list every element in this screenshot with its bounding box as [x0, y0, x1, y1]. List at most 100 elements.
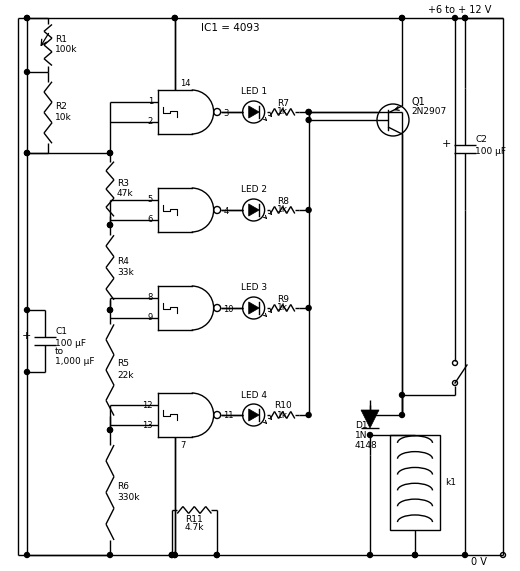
Text: 1: 1	[148, 98, 153, 107]
Circle shape	[462, 15, 467, 21]
Circle shape	[172, 553, 177, 557]
Text: LED 4: LED 4	[241, 391, 267, 400]
Text: 100 μF: 100 μF	[55, 339, 86, 348]
Text: 1k: 1k	[277, 206, 288, 215]
Circle shape	[24, 15, 30, 21]
Circle shape	[170, 553, 174, 557]
Circle shape	[108, 151, 112, 155]
Text: R11: R11	[186, 514, 203, 524]
Circle shape	[24, 151, 30, 155]
Circle shape	[24, 553, 30, 557]
Circle shape	[399, 392, 405, 397]
Polygon shape	[249, 302, 259, 314]
Text: R2: R2	[55, 102, 67, 111]
Text: R8: R8	[277, 196, 289, 206]
Text: LED 1: LED 1	[241, 87, 267, 96]
Text: R7: R7	[277, 99, 289, 107]
Circle shape	[108, 223, 112, 227]
Text: 4.7k: 4.7k	[185, 524, 204, 533]
Polygon shape	[249, 204, 259, 216]
Text: +: +	[22, 331, 31, 341]
Circle shape	[399, 412, 405, 417]
Circle shape	[399, 15, 405, 21]
Circle shape	[24, 308, 30, 312]
Circle shape	[368, 432, 372, 437]
Text: R3: R3	[117, 179, 129, 187]
Text: 1N: 1N	[355, 431, 368, 440]
Text: R5: R5	[117, 360, 129, 368]
Circle shape	[24, 151, 30, 155]
Circle shape	[108, 308, 112, 312]
Circle shape	[172, 553, 177, 557]
Circle shape	[108, 308, 112, 312]
Text: R6: R6	[117, 482, 129, 491]
Text: LED 2: LED 2	[241, 186, 267, 195]
Polygon shape	[361, 410, 379, 428]
Text: 47k: 47k	[117, 190, 134, 199]
Text: 1k: 1k	[277, 107, 288, 116]
Text: k1: k1	[445, 478, 456, 487]
Text: 9: 9	[148, 313, 153, 323]
Text: 3: 3	[223, 108, 228, 118]
Circle shape	[306, 412, 311, 417]
Circle shape	[108, 223, 112, 227]
Text: C2: C2	[475, 135, 487, 144]
Circle shape	[462, 553, 467, 557]
Text: 2: 2	[148, 118, 153, 127]
Text: 1k: 1k	[277, 304, 288, 312]
Circle shape	[306, 110, 311, 115]
Bar	[390, 435, 440, 530]
Text: R10: R10	[274, 401, 292, 411]
Text: R9: R9	[277, 295, 289, 304]
Text: 4148: 4148	[355, 440, 378, 449]
Circle shape	[412, 553, 418, 557]
Text: Q1: Q1	[411, 97, 425, 107]
Text: 2N2907: 2N2907	[411, 107, 446, 115]
Text: LED 3: LED 3	[241, 283, 267, 292]
Text: 11: 11	[223, 412, 233, 420]
Text: 100k: 100k	[55, 46, 77, 54]
Circle shape	[172, 15, 177, 21]
Text: 12: 12	[142, 400, 153, 409]
Circle shape	[24, 15, 30, 21]
Circle shape	[108, 151, 112, 155]
Text: +: +	[441, 139, 451, 149]
Circle shape	[368, 553, 372, 557]
Text: 4: 4	[223, 207, 228, 215]
Text: 33k: 33k	[117, 268, 134, 277]
Text: 5: 5	[148, 195, 153, 204]
Text: 1k: 1k	[277, 411, 288, 420]
Text: 6: 6	[148, 215, 153, 224]
Circle shape	[368, 412, 372, 417]
Text: 13: 13	[142, 420, 153, 429]
Text: R1: R1	[55, 34, 67, 43]
Circle shape	[108, 428, 112, 432]
Text: 330k: 330k	[117, 493, 139, 502]
Circle shape	[108, 553, 112, 557]
Text: 0 V: 0 V	[471, 557, 487, 567]
Text: C1: C1	[55, 328, 67, 336]
Circle shape	[306, 110, 311, 115]
Text: 7: 7	[180, 440, 185, 449]
Polygon shape	[249, 409, 259, 421]
Circle shape	[306, 305, 311, 311]
Circle shape	[399, 15, 405, 21]
Text: 1,000 μF: 1,000 μF	[55, 356, 95, 365]
Text: 14: 14	[180, 79, 190, 89]
Text: 10k: 10k	[55, 113, 72, 122]
Text: 8: 8	[148, 293, 153, 303]
Circle shape	[452, 15, 458, 21]
Text: D1: D1	[355, 420, 368, 429]
Text: 10: 10	[223, 304, 233, 313]
Circle shape	[306, 118, 311, 123]
Circle shape	[214, 553, 219, 557]
Text: IC1 = 4093: IC1 = 4093	[201, 23, 259, 33]
Circle shape	[412, 553, 418, 557]
Circle shape	[214, 553, 219, 557]
Circle shape	[172, 15, 177, 21]
Circle shape	[306, 207, 311, 212]
Text: R4: R4	[117, 257, 129, 266]
Text: +6 to + 12 V: +6 to + 12 V	[428, 5, 492, 15]
Text: 22k: 22k	[117, 371, 134, 380]
Circle shape	[462, 15, 467, 21]
